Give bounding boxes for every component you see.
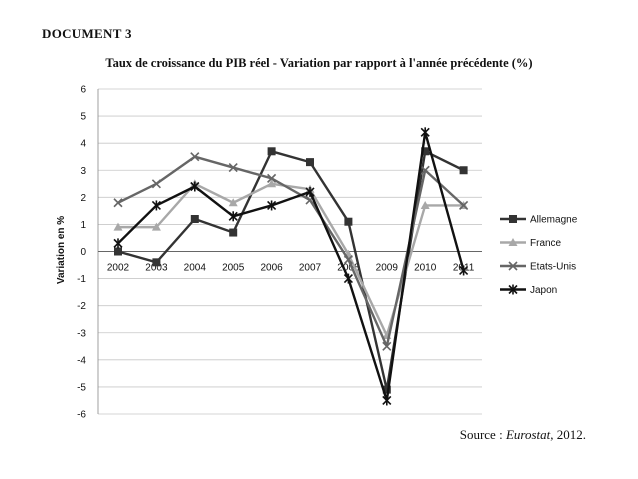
data-point	[152, 258, 161, 267]
data-point	[459, 200, 469, 211]
x-tick-label: 2003	[145, 263, 168, 274]
source-suffix: , 2012.	[550, 427, 586, 442]
legend-item-japon: Japon	[500, 284, 557, 296]
y-tick-label: -1	[77, 274, 86, 285]
legend-item-etats-unis: Etats-Unis	[500, 261, 576, 273]
data-point-stroke	[113, 198, 123, 208]
data-point	[113, 222, 123, 231]
legend-label: France	[530, 238, 562, 249]
x-tick-label: 2005	[222, 263, 245, 274]
document-label: DOCUMENT 3	[42, 26, 132, 41]
data-point-stroke	[420, 165, 430, 175]
data-point	[382, 395, 392, 406]
series-layer	[113, 127, 469, 406]
y-tick-label: -6	[77, 410, 86, 421]
data-point	[190, 215, 199, 223]
data-point	[151, 222, 161, 231]
y-tick-label: 4	[80, 139, 86, 150]
data-point	[306, 158, 314, 167]
data-point	[344, 217, 353, 226]
data-point	[305, 186, 315, 197]
legend-layer: Allemagne France Etats-Unis Japon	[500, 215, 578, 296]
x-tick-label: 2009	[376, 263, 399, 274]
source-citation: Source : Eurostat, 2012.	[460, 427, 586, 443]
series-japon	[113, 127, 469, 406]
legend-item-france: France	[500, 238, 562, 249]
legend-item-allemagne: Allemagne	[500, 215, 578, 226]
data-point	[229, 228, 238, 237]
data-point-stroke	[267, 173, 277, 183]
data-point	[267, 200, 277, 211]
source-prefix: Source :	[459, 427, 506, 442]
data-point	[190, 181, 200, 192]
data-point-stroke	[190, 152, 200, 162]
x-tick-label: 2002	[107, 263, 130, 274]
legend-label: Etats-Unis	[530, 262, 576, 273]
series-line	[118, 182, 464, 337]
x-tick-label: 2006	[260, 263, 283, 274]
y-tick-label: 0	[80, 247, 86, 258]
data-point	[267, 179, 277, 188]
data-point	[151, 179, 161, 189]
data-point-stroke	[228, 162, 238, 173]
y-tick-label: 2	[80, 193, 86, 204]
data-point	[228, 162, 238, 173]
y-tick-label: 5	[80, 112, 86, 123]
y-tick-label: -2	[77, 301, 86, 312]
data-point	[509, 215, 517, 223]
data-point-stroke	[343, 255, 353, 265]
chart-title: Taux de croissance du PIB réel - Variati…	[105, 56, 533, 70]
data-point	[459, 265, 469, 276]
legend-label: Japon	[530, 285, 557, 296]
data-point-stroke	[151, 179, 161, 189]
data-point	[382, 341, 392, 351]
data-point	[382, 385, 391, 394]
data-point	[459, 166, 468, 175]
data-point-stroke	[459, 200, 469, 211]
y-axis-title: Variation en %	[56, 216, 67, 284]
data-point	[267, 173, 277, 183]
y-tick-label: 6	[80, 85, 86, 96]
data-point	[508, 284, 518, 295]
x-tick-label: 2008	[337, 263, 360, 274]
x-tick-label: 2010	[414, 263, 437, 274]
data-point	[114, 247, 122, 256]
data-point	[228, 198, 238, 207]
y-tick-label: -5	[77, 382, 86, 393]
data-point	[508, 261, 518, 271]
data-point	[420, 165, 430, 175]
data-point	[343, 255, 353, 265]
source-name: Eurostat	[505, 427, 551, 442]
data-point	[420, 127, 430, 138]
y-tick-label: 1	[80, 220, 86, 231]
data-point-stroke	[382, 341, 392, 351]
data-point	[420, 200, 430, 209]
axis-layer: 6 5 4 3 2 1 0 -1 -2 -3 -4 -5 -6 2002 2003 2004 2005 2006 2…	[77, 85, 482, 421]
data-point	[343, 273, 353, 284]
data-point	[228, 211, 238, 222]
data-point-stroke	[508, 261, 518, 271]
data-point	[113, 198, 123, 208]
series-line	[117, 131, 465, 402]
y-tick-label: 3	[80, 166, 86, 177]
data-point	[151, 200, 161, 211]
data-point	[113, 238, 123, 249]
legend-label: Allemagne	[530, 215, 578, 226]
y-tick-label: -4	[77, 355, 86, 366]
data-point	[421, 147, 430, 156]
data-point	[267, 147, 276, 156]
data-point	[190, 152, 200, 162]
data-point	[508, 238, 518, 246]
x-tick-label: 2007	[299, 263, 322, 274]
x-tick-label: 2004	[184, 263, 207, 274]
y-tick-label: -3	[77, 328, 86, 339]
